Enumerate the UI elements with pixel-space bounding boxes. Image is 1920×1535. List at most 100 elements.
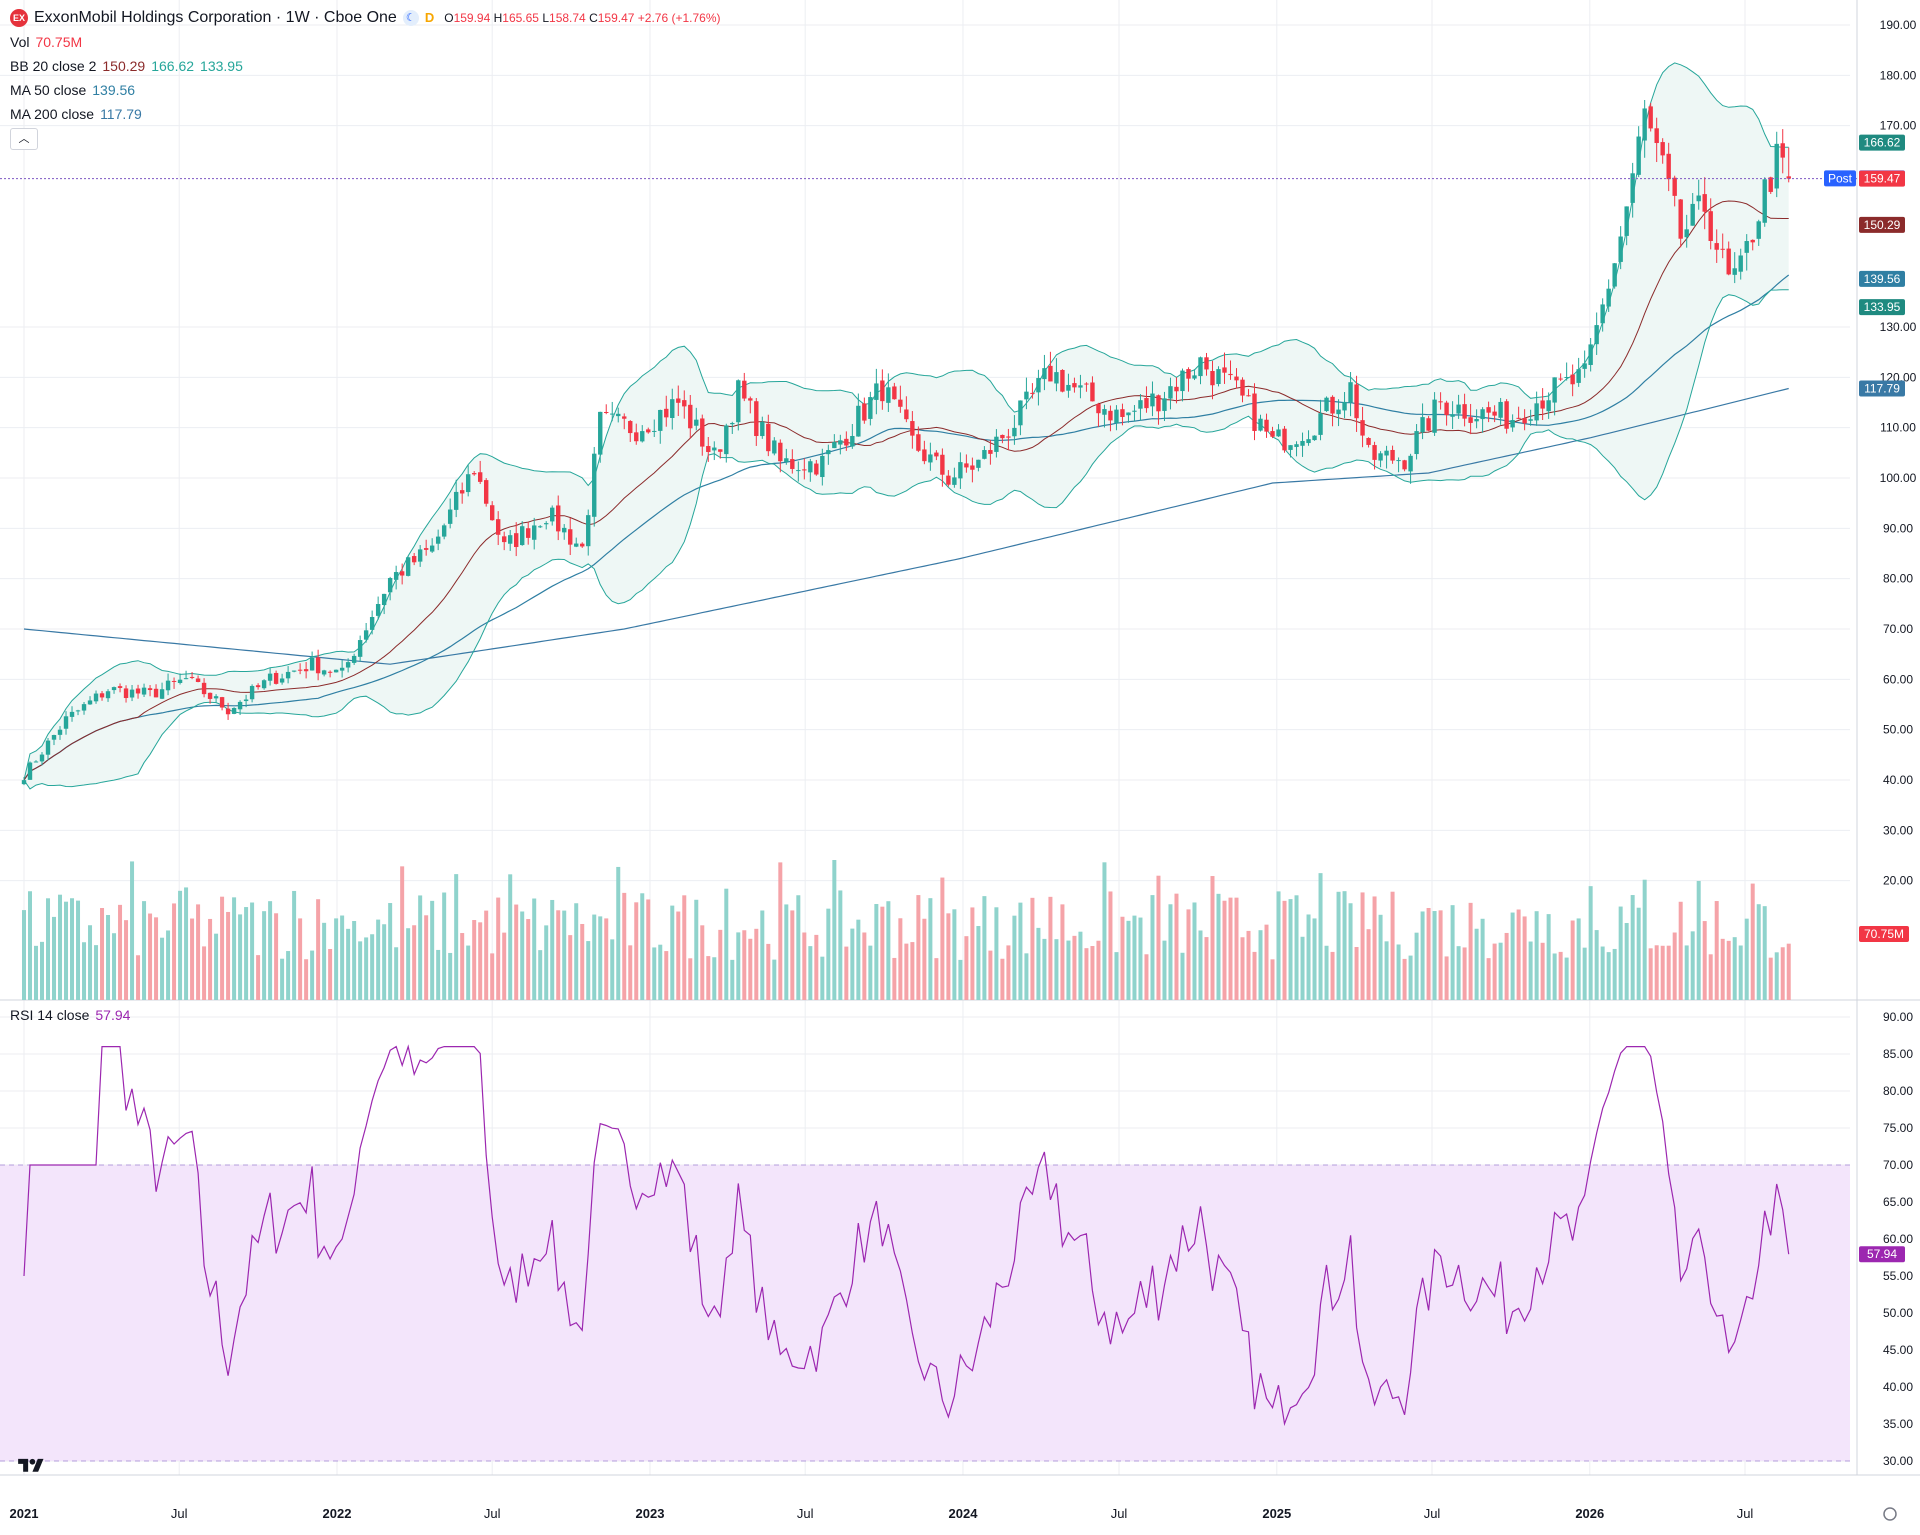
candle-body: [544, 523, 549, 525]
candle-body: [1312, 435, 1317, 441]
candle-body: [1708, 211, 1713, 241]
candle-body: [1444, 402, 1449, 416]
volume-bar: [166, 930, 171, 1000]
tradingview-logo-icon[interactable]: [18, 1456, 44, 1476]
rsi-tick-label: 50.00: [1883, 1306, 1913, 1320]
volume-bar: [430, 900, 435, 1000]
candle-body: [1048, 365, 1053, 382]
volume-bar: [1630, 895, 1635, 1000]
candle-body: [63, 716, 69, 729]
rsi-tag-bg: [1859, 1246, 1905, 1263]
candle-body: [405, 557, 411, 576]
volume-bar: [364, 937, 369, 1000]
candle-body: [796, 470, 801, 472]
candle-body: [1660, 142, 1665, 156]
volume-bar: [652, 947, 657, 1000]
candle-body: [634, 432, 639, 442]
candle-body: [1498, 401, 1503, 418]
candle-body: [1126, 412, 1131, 416]
volume-bar: [1486, 958, 1491, 1000]
candle-body: [1642, 108, 1647, 141]
candle-body: [1300, 440, 1305, 446]
post-label: Post: [1828, 171, 1853, 185]
candle-body: [826, 450, 831, 455]
candle-body: [988, 450, 993, 454]
legend-bb[interactable]: BB 20 close 2 150.29 166.62 133.95: [10, 54, 721, 78]
candle-body: [904, 409, 909, 420]
candle-body: [165, 680, 171, 691]
candle-body: [159, 689, 165, 699]
candle-body: [580, 543, 585, 547]
volume-bar: [142, 901, 147, 1000]
candle-body: [1462, 404, 1467, 419]
volume-bar: [1150, 895, 1155, 1000]
data-mode-badge[interactable]: D: [424, 10, 435, 25]
candle-body: [477, 472, 483, 482]
rsi-tick-label: 40.00: [1883, 1380, 1913, 1394]
candle-body: [1690, 203, 1695, 226]
symbol-title[interactable]: ExxonMobil Holdings Corporation · 1W · C…: [34, 9, 397, 26]
volume-bar: [1648, 948, 1653, 1000]
candle-body: [351, 655, 357, 663]
candle-body: [526, 528, 531, 538]
volume-bar: [220, 896, 225, 1000]
volume-bar: [1414, 932, 1419, 1000]
volume-bar: [1480, 918, 1485, 1000]
volume-bar: [646, 899, 651, 1000]
volume-bar: [580, 923, 585, 1000]
volume-bar: [1606, 952, 1611, 1000]
legend-ma200[interactable]: MA 200 close 117.79: [10, 102, 721, 126]
volume-bar: [694, 899, 699, 1000]
volume-bar: [874, 904, 879, 1000]
volume-bar: [250, 902, 255, 1000]
candle-body: [898, 399, 903, 407]
candle-body: [237, 701, 243, 710]
time-tick-label: Jul: [171, 1506, 188, 1521]
legend-vol[interactable]: Vol 70.75M: [10, 30, 721, 54]
price-tick-label: 100.00: [1880, 471, 1917, 485]
candle-body: [556, 505, 561, 532]
volume-bar: [1726, 940, 1731, 1000]
volume-bar: [214, 933, 219, 1000]
candle-body: [700, 418, 705, 447]
candle-body: [670, 399, 675, 418]
time-tick-label: Jul: [1737, 1506, 1754, 1521]
volume-bar: [940, 877, 945, 1000]
candle-body: [1168, 386, 1173, 399]
close-label: C: [589, 11, 598, 25]
volume-bar: [484, 910, 489, 1000]
candle-body: [1072, 383, 1077, 388]
candle-body: [45, 740, 51, 755]
volume-bar: [604, 918, 609, 1000]
bb-basis-value: 150.29: [102, 58, 146, 74]
volume-bar: [1672, 932, 1677, 1000]
rsi-tick-label: 80.00: [1883, 1084, 1913, 1098]
ohlc-values: O159.94 H165.65 L158.74 C159.47 +2.76 (+…: [444, 6, 720, 30]
legend-ma50[interactable]: MA 50 close 139.56: [10, 78, 721, 102]
volume-bar: [598, 916, 603, 1000]
candle-body: [1468, 417, 1473, 423]
volume-bar: [832, 860, 837, 1000]
legend-rsi[interactable]: RSI 14 close 57.94: [10, 1007, 130, 1023]
candle-body: [976, 459, 981, 468]
volume-bar: [634, 902, 639, 1000]
candle-body: [646, 429, 651, 433]
volume-bar: [880, 906, 885, 1000]
volume-bar: [1402, 958, 1407, 1000]
candle-body: [1138, 400, 1143, 409]
volume-bar: [808, 946, 813, 1000]
candle-body: [916, 434, 921, 451]
settings-gear-icon[interactable]: [1883, 1507, 1897, 1521]
collapse-legend-button[interactable]: ︿: [10, 128, 38, 150]
volume-bar: [1666, 945, 1671, 1000]
price-tick-label: 110.00: [1880, 421, 1916, 435]
candle-body: [1726, 248, 1731, 275]
candle-body: [940, 454, 945, 475]
candle-body: [1534, 403, 1539, 421]
rsi-tick-label: 85.00: [1883, 1047, 1913, 1061]
moon-icon[interactable]: ☾: [402, 10, 419, 26]
volume-bar: [1306, 914, 1311, 1000]
candle-body: [459, 490, 465, 494]
